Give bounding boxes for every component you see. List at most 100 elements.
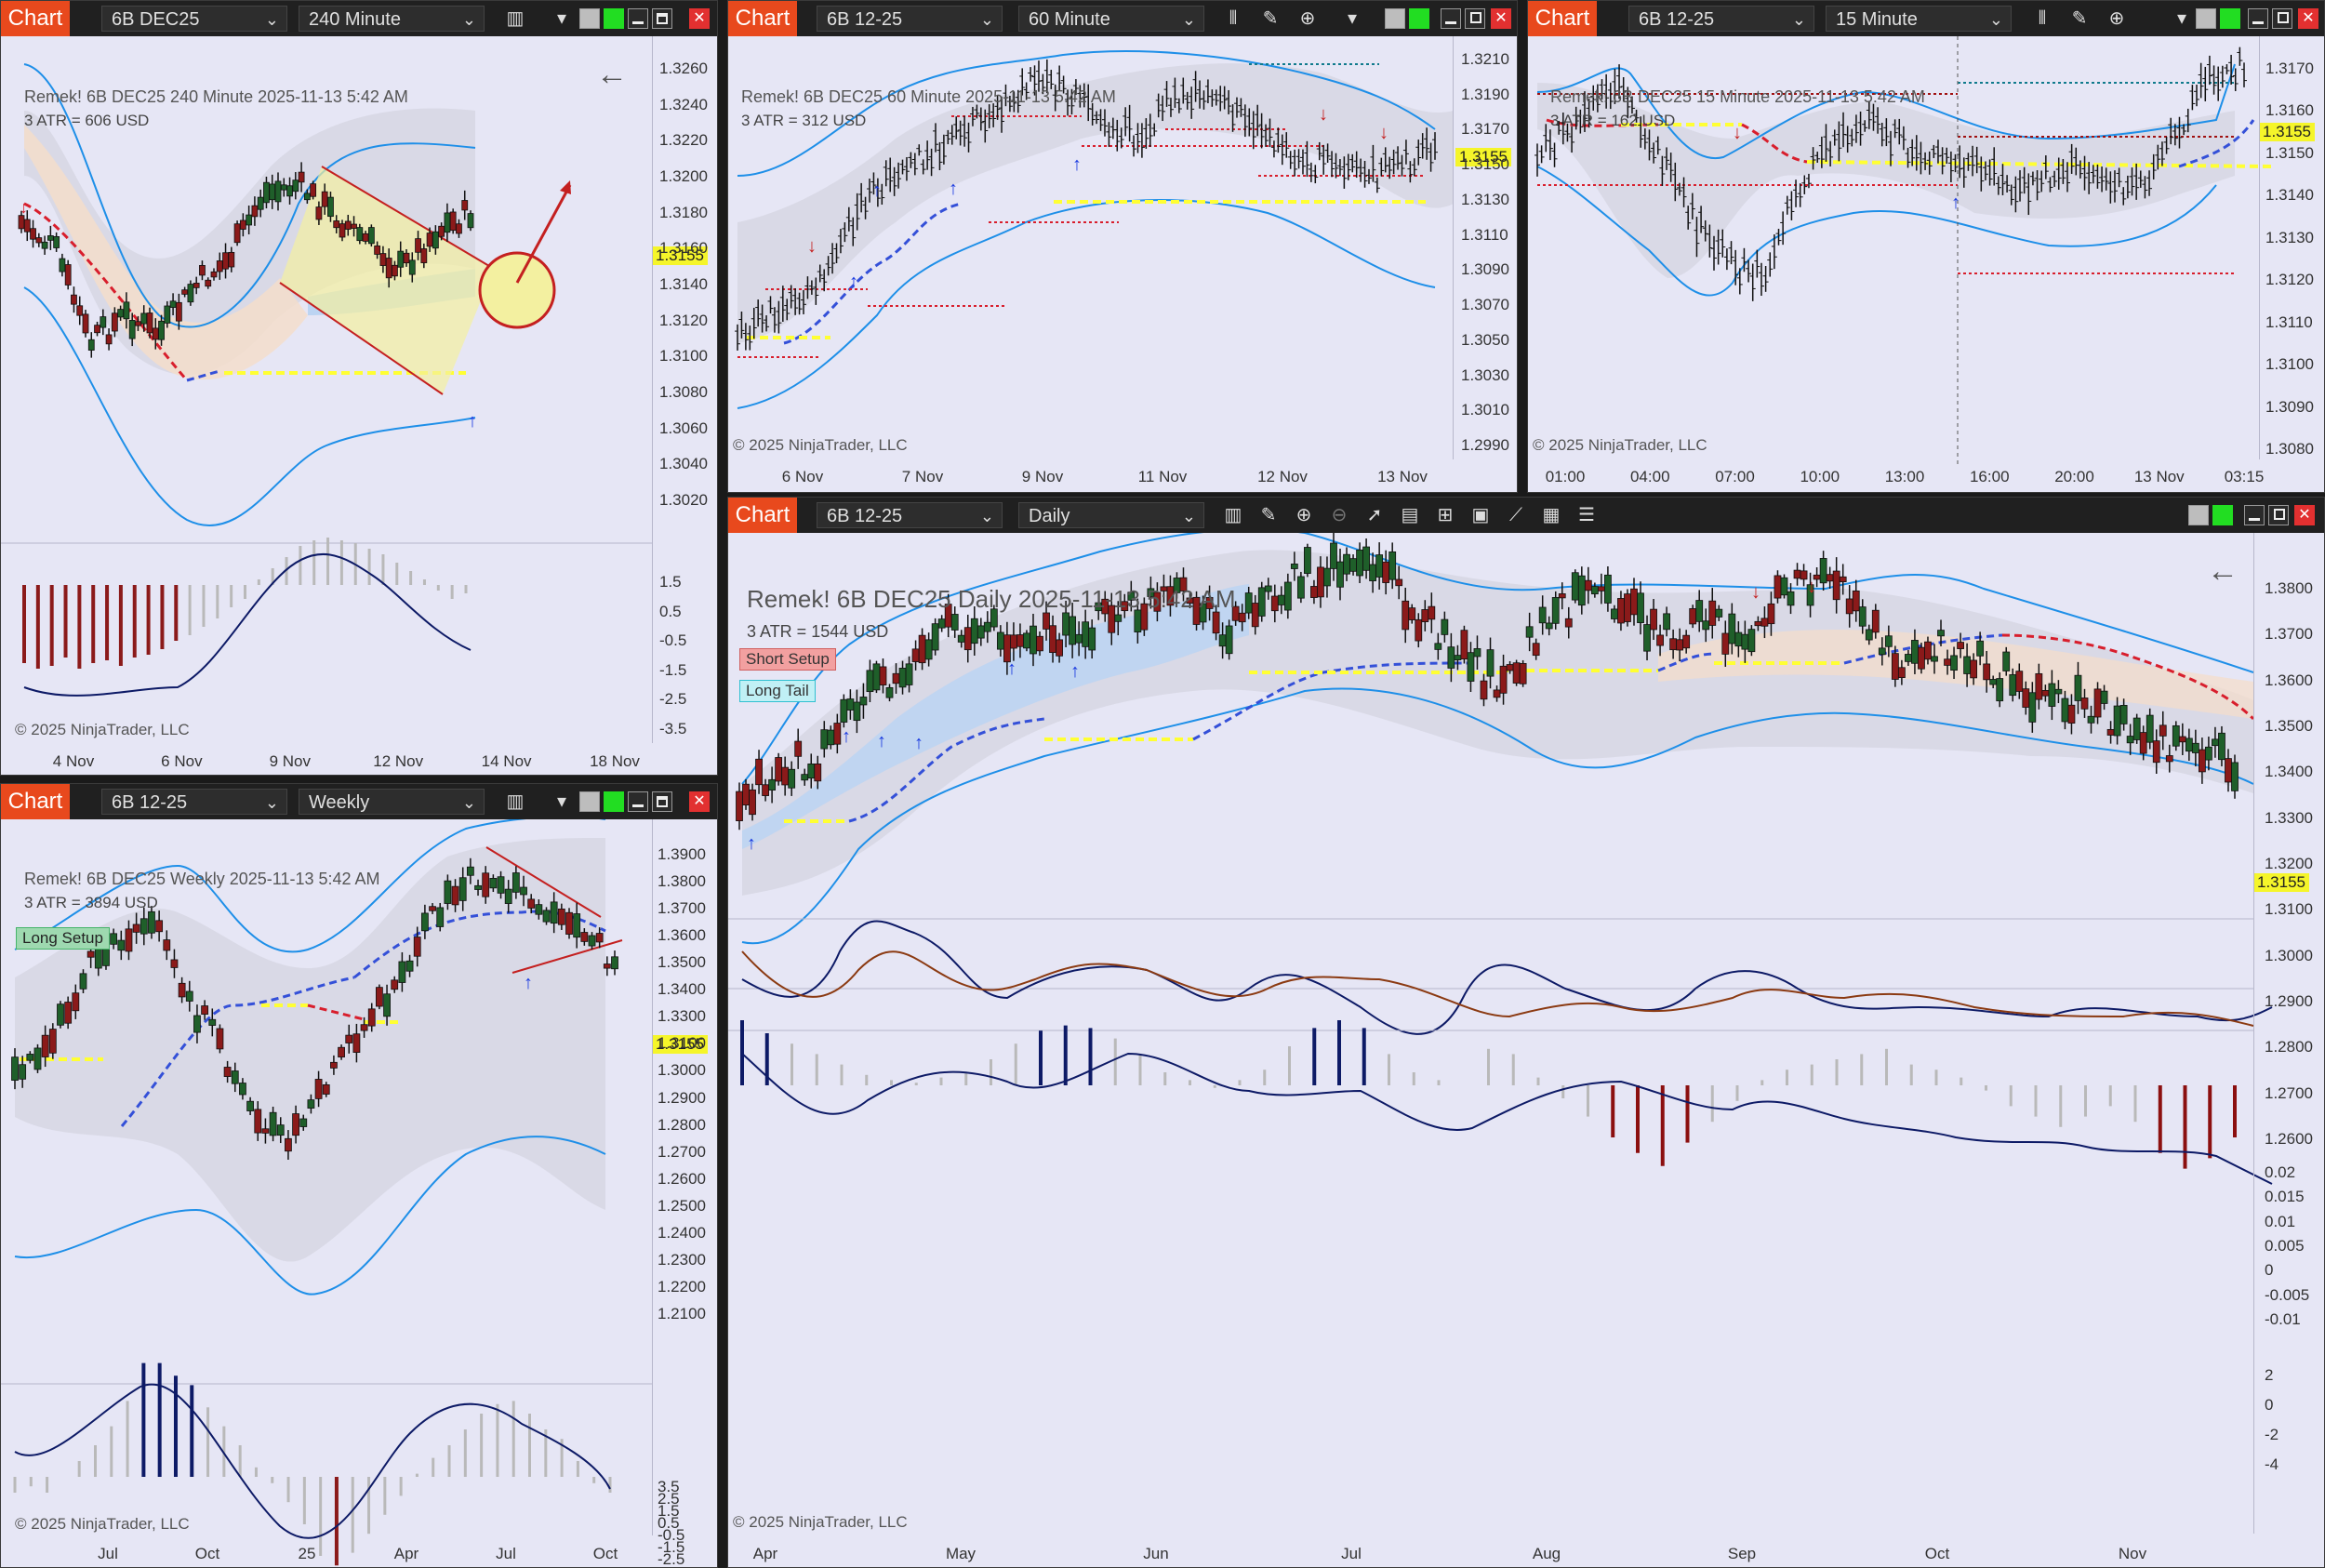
instrument-value: 6B 12-25 [112, 792, 188, 813]
zoom-in-icon[interactable]: ⊕ [2108, 8, 2125, 29]
interval-select[interactable]: Daily ⌄ [1018, 502, 1204, 528]
chevron-down-icon: ⌄ [461, 793, 476, 812]
candle-down [1597, 586, 1605, 591]
instrument-select[interactable]: 6B 12-25 ⌄ [1628, 6, 1814, 32]
price-chart-area[interactable]: ↑ [1, 819, 717, 1567]
maximize-button[interactable] [652, 791, 672, 812]
interval-select[interactable]: 240 Minute ⌄ [299, 6, 485, 32]
maximize-button[interactable] [652, 8, 672, 29]
chart-tab-label[interactable]: Chart [1528, 1, 1597, 36]
axis-tick-label: 0.015 [2265, 1188, 2305, 1206]
minimize-button[interactable] [628, 791, 648, 812]
link-gray-button[interactable] [2188, 505, 2209, 525]
copyright-label: © 2025 NinjaTrader, LLC [1533, 436, 1707, 454]
candle-up [474, 884, 482, 890]
price-chart-area[interactable]: ↓ ↑ [1528, 36, 2324, 492]
link-gray-button[interactable] [579, 8, 600, 29]
candle-up [53, 235, 60, 248]
link-gray-button[interactable] [579, 791, 600, 812]
bar-type-icon[interactable]: ▥ [506, 791, 525, 812]
link-green-button[interactable] [604, 791, 624, 812]
zoom-in-icon[interactable]: ⊕ [1295, 505, 1312, 525]
chart-tab-label[interactable]: Chart [1, 1, 70, 36]
drawing-pencil-icon[interactable]: ✎ [1262, 8, 1279, 29]
snapshot-icon[interactable]: ▣ [1471, 505, 1490, 525]
candle-up [1023, 632, 1030, 649]
restore-button[interactable] [2268, 505, 2289, 525]
time-tick-label: 14 Nov [481, 752, 532, 770]
instrument-select[interactable]: 6B 12-25 ⌄ [101, 789, 287, 815]
close-button[interactable]: ✕ [689, 791, 710, 812]
minimize-button[interactable] [1441, 8, 1461, 29]
drawing-pencil-icon[interactable]: ✎ [1260, 505, 1277, 525]
instrument-select[interactable]: 6B 12-25 ⌄ [817, 6, 1003, 32]
atr-label: 3 ATR = 1544 USD [747, 622, 889, 641]
chart-tab-label[interactable]: Chart [1, 784, 70, 819]
dropdown-arrow-icon[interactable]: ▾ [2176, 8, 2187, 29]
close-button[interactable]: ✕ [689, 8, 710, 29]
candle-down [456, 223, 462, 234]
axis-tick-label: 3.5 [658, 1478, 680, 1495]
price-chart-area[interactable]: ↓ ↓ ↓ ↑ ↑ ↑ ↑ [728, 36, 1517, 492]
price-chart-area[interactable]: ↑ ↓ [1, 36, 717, 775]
interval-select[interactable]: Weekly ⌄ [299, 789, 485, 815]
link-green-button[interactable] [604, 8, 624, 29]
close-button[interactable]: ✕ [2298, 8, 2318, 29]
bar-type-icon[interactable]: ⫴ [2038, 8, 2047, 29]
bar-type-icon[interactable]: ⫴ [1229, 8, 1238, 29]
minimize-button[interactable] [2248, 8, 2268, 29]
toolbar: Chart 6B 12-25 ⌄ Daily ⌄ ▥ ✎ ⊕ ⊖ ➚ ▤ ⊞ ▣ ⟋… [728, 498, 2324, 533]
candle-down [228, 251, 235, 268]
data-box-icon[interactable]: ▤ [1401, 505, 1419, 525]
candle-down [1382, 561, 1390, 583]
link-gray-button[interactable] [2196, 8, 2216, 29]
close-button[interactable]: ✕ [2294, 505, 2315, 525]
down-arrow-icon: ↓ [807, 236, 817, 257]
copyright-label: © 2025 NinjaTrader, LLC [733, 436, 908, 454]
instrument-select[interactable]: 6B 12-25 ⌄ [817, 502, 1003, 528]
bar-type-icon[interactable]: ▥ [506, 8, 525, 29]
pointer-icon[interactable]: ➚ [1366, 505, 1383, 525]
restore-button[interactable] [1465, 8, 1485, 29]
link-gray-button[interactable] [1385, 8, 1405, 29]
candle-down [2198, 749, 2206, 773]
restore-button[interactable] [2272, 8, 2292, 29]
dropdown-arrow-icon[interactable]: ▾ [556, 791, 567, 812]
candle-up [367, 227, 375, 245]
candle-up [820, 729, 829, 750]
candle-down [1238, 612, 1246, 623]
dropdown-arrow-icon[interactable]: ▾ [1347, 8, 1358, 29]
minimize-button[interactable] [628, 8, 648, 29]
price-chart-area[interactable]: ↓ ↓ ↑ ↑ ↑ ↑ ↑ ↑ [728, 533, 2324, 1567]
time-tick-label: 16:00 [1969, 468, 2010, 485]
properties-list-icon[interactable]: ☰ [1578, 505, 1595, 525]
axis-tick-label: 1.3010 [1461, 401, 1509, 419]
chart-tab-label[interactable]: Chart [728, 1, 797, 36]
link-green-button[interactable] [1409, 8, 1429, 29]
dropdown-arrow-icon[interactable]: ▾ [556, 8, 567, 29]
candle-up [383, 993, 391, 1017]
zoom-out-icon[interactable]: ⊖ [1331, 505, 1348, 525]
chart-tab-label[interactable]: Chart [728, 498, 797, 533]
minimize-button[interactable] [2244, 505, 2265, 525]
instrument-select[interactable]: 6B DEC25 ⌄ [101, 6, 287, 32]
indicators-icon[interactable]: ⟋ [1509, 505, 1522, 525]
candle-down [352, 1033, 361, 1053]
link-green-button[interactable] [2220, 8, 2240, 29]
candle-down [64, 264, 72, 286]
chart-60-svg: ↓ ↓ ↓ ↑ ↑ ↑ ↑ [735, 50, 1454, 409]
candle-up [1905, 654, 1912, 662]
candle-down [794, 740, 803, 757]
drawing-pencil-icon[interactable]: ✎ [2071, 8, 2088, 29]
interval-select[interactable]: 60 Minute ⌄ [1018, 6, 1204, 32]
close-button[interactable]: ✕ [1491, 8, 1511, 29]
strategies-icon[interactable]: ⊞ [1437, 505, 1454, 525]
interval-select[interactable]: 15 Minute ⌄ [1826, 6, 2012, 32]
zoom-in-icon[interactable]: ⊕ [1299, 8, 1316, 29]
bar-type-icon[interactable]: ▥ [1224, 505, 1242, 525]
calculator-icon[interactable]: ▦ [1542, 505, 1561, 525]
link-green-button[interactable] [2212, 505, 2233, 525]
back-arrow-icon[interactable]: ← [2207, 553, 2239, 589]
back-arrow-icon[interactable]: ← [596, 57, 628, 92]
axis-tick-label: -0.5 [659, 631, 687, 650]
